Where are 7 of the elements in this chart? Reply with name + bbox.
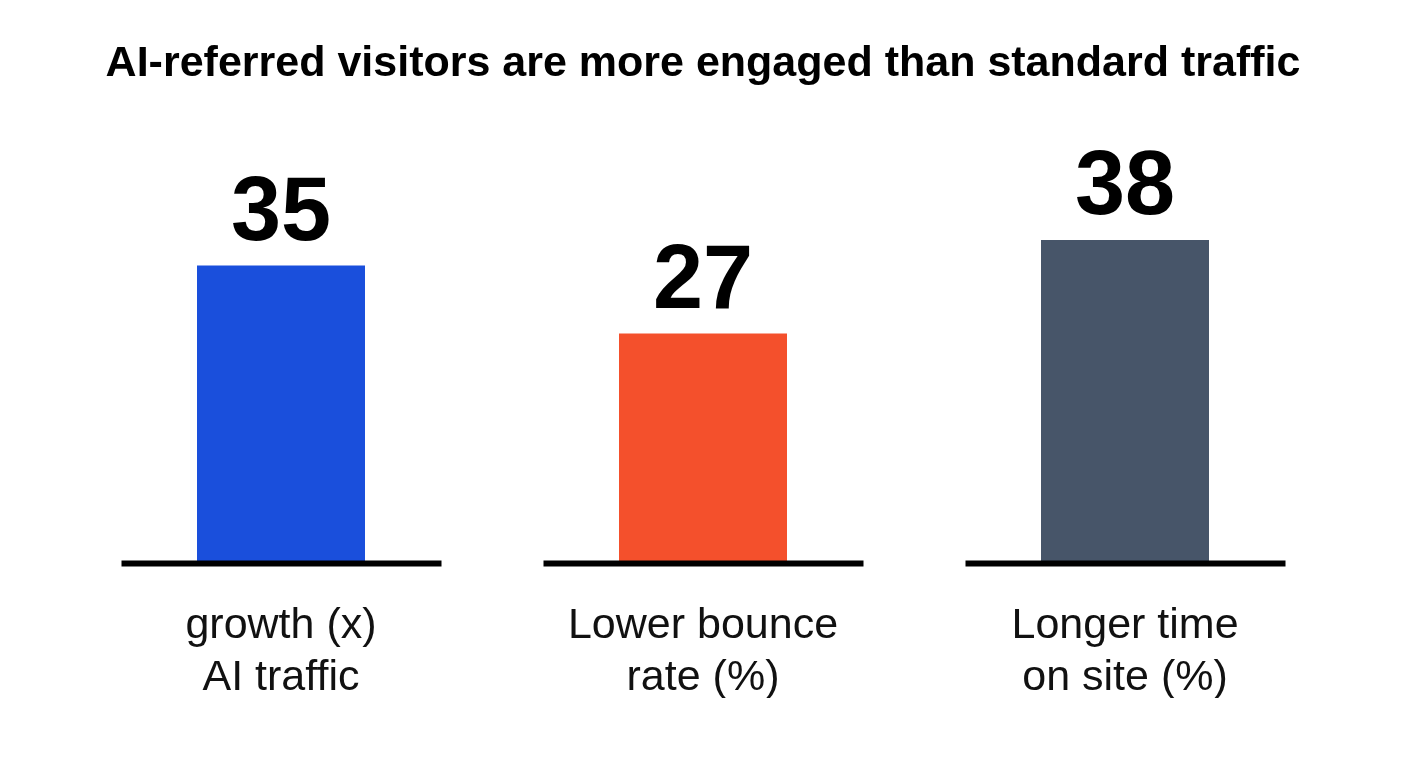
- data-label: 38: [1074, 133, 1176, 233]
- x-tick-label: Longer time on site (%): [1011, 598, 1239, 699]
- data-label: 27: [652, 226, 754, 327]
- x-tick-label: growth (x) AI traffic: [185, 598, 377, 699]
- x-tick-label: Lower bounce rate (%): [567, 598, 839, 699]
- data-label: 35: [230, 158, 332, 259]
- chart-title: AI-referred visitors are more engaged than standard traffic: [105, 37, 1301, 85]
